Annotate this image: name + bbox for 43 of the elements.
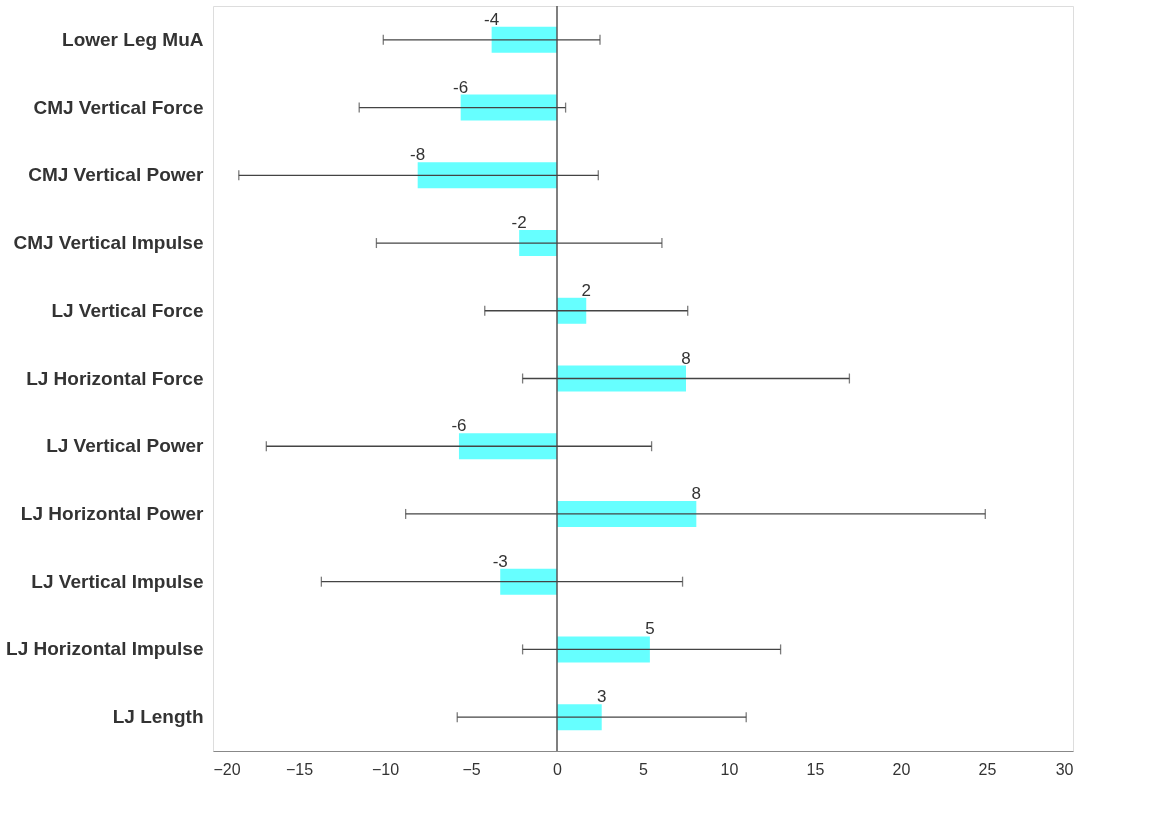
bar <box>557 297 587 324</box>
y-tick-label: LJ Vertical Impulse <box>31 570 204 592</box>
data-label: 3 <box>596 687 607 707</box>
bar <box>460 94 557 121</box>
data-label: 2 <box>581 280 591 300</box>
y-tick-label: LJ Vertical Force <box>51 299 204 321</box>
x-tick-label: 0 <box>553 760 563 778</box>
y-tick-label: CMJ Vertical Force <box>33 96 204 118</box>
data-label: -4 <box>484 9 500 29</box>
x-tick-label: −20 <box>213 760 241 778</box>
x-tick-label: −15 <box>285 760 314 778</box>
data-label: 8 <box>681 348 691 368</box>
bar <box>557 636 650 663</box>
x-tick-label: −5 <box>462 760 481 778</box>
x-tick-label: −10 <box>371 760 400 778</box>
y-tick-label: LJ Length <box>112 706 204 728</box>
bar <box>417 162 557 189</box>
bar <box>458 433 557 460</box>
bar <box>557 704 602 731</box>
x-tick-label: 20 <box>892 760 911 778</box>
x-tick-label: 25 <box>978 760 997 778</box>
y-tick-label: LJ Horizontal Force <box>26 367 204 389</box>
x-tick-label: 15 <box>806 760 825 778</box>
x-tick-label: 10 <box>720 760 739 778</box>
data-label: -6 <box>453 77 469 97</box>
data-label: 8 <box>691 483 702 503</box>
x-tick-label: 30 <box>1055 760 1074 778</box>
y-tick-label: LJ Horizontal Impulse <box>6 638 204 660</box>
data-label: -3 <box>492 551 508 571</box>
data-label: -2 <box>511 213 527 233</box>
data-label: -6 <box>451 416 467 436</box>
bar <box>557 500 697 527</box>
y-tick-label: CMJ Vertical Impulse <box>13 232 204 254</box>
bar <box>491 26 557 53</box>
y-tick-label: LJ Horizontal Power <box>20 502 205 524</box>
data-label: 5 <box>645 619 655 639</box>
bar <box>500 568 557 595</box>
data-label: -8 <box>410 145 426 165</box>
bar <box>557 365 686 392</box>
x-tick-label: 5 <box>639 760 649 778</box>
y-tick-label: LJ Vertical Power <box>46 435 205 457</box>
y-tick-label: Lower Leg MuA <box>62 28 204 50</box>
y-tick-label: CMJ Vertical Power <box>28 164 205 186</box>
